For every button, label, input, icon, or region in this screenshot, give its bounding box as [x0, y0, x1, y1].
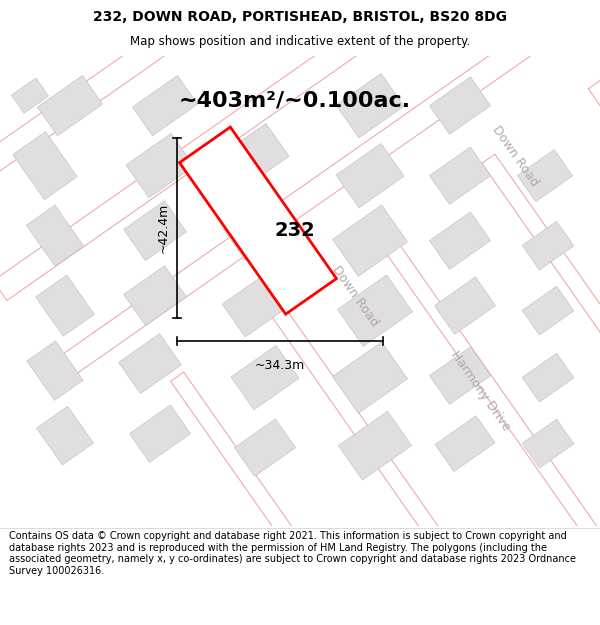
Polygon shape: [434, 277, 496, 334]
Polygon shape: [332, 205, 407, 276]
Polygon shape: [0, 0, 391, 30]
Polygon shape: [522, 221, 574, 270]
Polygon shape: [0, 0, 580, 301]
Polygon shape: [50, 0, 600, 382]
Polygon shape: [179, 127, 337, 314]
Polygon shape: [235, 419, 296, 476]
Polygon shape: [269, 303, 600, 625]
Polygon shape: [430, 147, 491, 204]
Polygon shape: [336, 144, 404, 208]
Polygon shape: [0, 0, 517, 211]
Polygon shape: [222, 274, 288, 337]
Polygon shape: [170, 372, 585, 625]
Polygon shape: [124, 201, 187, 261]
Polygon shape: [126, 134, 194, 198]
Polygon shape: [0, 0, 454, 120]
Polygon shape: [338, 275, 412, 346]
Polygon shape: [11, 78, 49, 113]
Polygon shape: [119, 334, 181, 394]
Polygon shape: [13, 132, 77, 199]
Polygon shape: [130, 405, 191, 462]
Polygon shape: [430, 347, 491, 404]
Polygon shape: [336, 74, 404, 138]
Polygon shape: [589, 79, 600, 625]
Text: ~403m²/~0.100ac.: ~403m²/~0.100ac.: [179, 91, 411, 111]
Text: Map shows position and indicative extent of the property.: Map shows position and indicative extent…: [130, 34, 470, 48]
Polygon shape: [35, 275, 94, 336]
Polygon shape: [133, 76, 197, 136]
Polygon shape: [517, 149, 572, 202]
Text: Down Road: Down Road: [490, 123, 541, 188]
Text: Contains OS data © Crown copyright and database right 2021. This information is : Contains OS data © Crown copyright and d…: [9, 531, 576, 576]
Polygon shape: [27, 341, 83, 401]
Polygon shape: [224, 201, 286, 261]
Text: ~34.3m: ~34.3m: [255, 359, 305, 372]
Text: 232, DOWN ROAD, PORTISHEAD, BRISTOL, BS20 8DG: 232, DOWN ROAD, PORTISHEAD, BRISTOL, BS2…: [93, 9, 507, 24]
Polygon shape: [376, 229, 600, 625]
Polygon shape: [221, 124, 289, 188]
Text: Harmony Drive: Harmony Drive: [448, 348, 512, 433]
Text: ~42.4m: ~42.4m: [157, 202, 170, 252]
Text: Down Road: Down Road: [329, 263, 380, 328]
Polygon shape: [482, 154, 600, 625]
Polygon shape: [522, 419, 574, 468]
Polygon shape: [26, 205, 83, 266]
Polygon shape: [522, 353, 574, 402]
Text: 232: 232: [275, 221, 316, 240]
Polygon shape: [430, 212, 491, 269]
Polygon shape: [332, 342, 407, 413]
Polygon shape: [231, 346, 299, 410]
Polygon shape: [522, 286, 574, 335]
Polygon shape: [37, 76, 103, 136]
Polygon shape: [338, 411, 412, 480]
Polygon shape: [124, 266, 187, 326]
Polygon shape: [435, 416, 495, 471]
Polygon shape: [430, 77, 491, 134]
Polygon shape: [37, 406, 94, 465]
